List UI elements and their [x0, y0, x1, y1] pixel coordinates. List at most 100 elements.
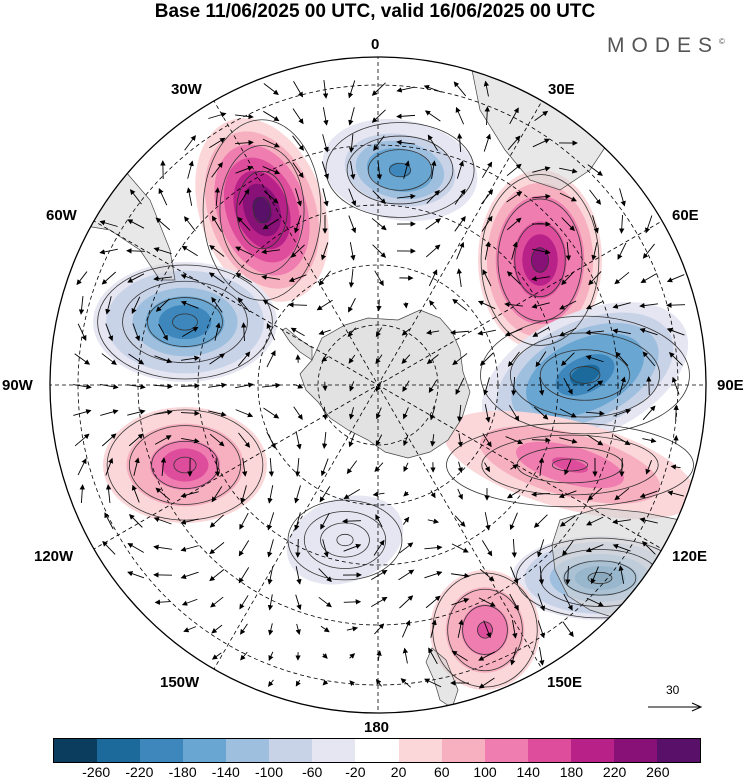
wind-arrow [506, 271, 521, 285]
wind-arrow [290, 244, 305, 258]
wind-arrow [454, 515, 466, 527]
colorbar-ticks: -260 -220 -180 -140 -100 -60 -20 20 60 100 140 180 2… [0, 764, 750, 783]
wind-arrow [77, 323, 87, 341]
wind-arrow [535, 351, 547, 368]
wind-arrow [538, 566, 545, 585]
wind-arrow [349, 680, 356, 687]
wind-arrow [591, 242, 598, 261]
wind-arrow [642, 351, 656, 367]
wind-arrow [532, 166, 551, 173]
wind-arrow [590, 566, 599, 585]
wind-arrow [267, 679, 274, 687]
wind-arrow [612, 328, 631, 335]
wind-arrow [288, 274, 307, 283]
wind-arrow [180, 383, 200, 389]
wind-arrow [424, 571, 443, 579]
wind-arrow [452, 298, 468, 311]
wind-arrow [290, 327, 305, 337]
wind-arrow [477, 300, 496, 310]
wind-arrow [268, 651, 274, 662]
wind-arrow [402, 619, 411, 638]
wind-arrow [374, 462, 384, 472]
wind-arrow [349, 242, 356, 261]
map-outline [49, 56, 707, 714]
wind-arrow [565, 565, 571, 585]
wind-arrow [587, 487, 603, 501]
wind-arrow [399, 542, 414, 554]
wind-arrow [511, 376, 517, 396]
wind-arrow [376, 161, 383, 180]
wind-arrow [532, 193, 551, 200]
wind-arrow [349, 407, 355, 420]
colorbar-swatch [398, 739, 442, 762]
wind-arrow [294, 512, 301, 531]
wind-arrow [318, 329, 331, 336]
wind-arrow [126, 248, 146, 254]
wind-arrow [261, 248, 280, 255]
wind-arrow [235, 273, 253, 283]
wind-arrow [642, 405, 656, 421]
wind-arrow [295, 623, 301, 635]
wind-arrow [585, 329, 604, 336]
wind-arrow [402, 380, 410, 393]
wind-arrow [479, 352, 494, 366]
wind-arrow [619, 188, 626, 207]
wind-arrow [506, 217, 522, 231]
wind-arrow [180, 491, 199, 498]
wind-arrow [209, 433, 225, 447]
wind-arrow [375, 678, 382, 687]
label-lon-180: 180 [364, 719, 390, 736]
contour-line [173, 456, 197, 474]
wind-arrow [261, 274, 280, 280]
contour-line [172, 313, 198, 331]
wind-arrow [618, 565, 625, 584]
wind-arrow [293, 406, 303, 420]
contour-line [367, 149, 433, 191]
wind-arrow [155, 298, 170, 312]
contour-line [122, 280, 248, 364]
meridian-line [212, 99, 544, 671]
wind-arrow [537, 593, 546, 612]
wind-arrow [235, 165, 254, 174]
wind-arrow [565, 241, 572, 261]
wind-arrow [105, 484, 112, 503]
contour-line [253, 196, 271, 224]
wind-arrow [209, 569, 225, 582]
wind-arrow [642, 437, 657, 444]
wind-arrow [425, 595, 441, 609]
wind-arrow [403, 462, 409, 472]
wind-arrow [478, 677, 495, 689]
wind-arrow [587, 164, 603, 176]
wind-arrow [101, 433, 117, 447]
wind-arrow [237, 216, 251, 231]
wind-arrow [240, 623, 248, 635]
wind-arrow [484, 512, 491, 531]
contour-line [563, 560, 637, 596]
anomaly-band [570, 364, 600, 386]
wind-arrow [375, 407, 382, 420]
contour-line [128, 425, 242, 505]
label-lon-30e: 30E [548, 81, 575, 98]
wind-arrow [427, 134, 439, 151]
wind-arrow [322, 679, 329, 686]
wind-arrow [76, 271, 88, 286]
wind-arrow [322, 80, 329, 99]
contour-line [480, 174, 600, 346]
contour-line [287, 499, 403, 581]
wind-arrow [375, 327, 383, 338]
wind-arrow [482, 433, 492, 448]
colorbar-swatch [140, 739, 184, 762]
colorbar-swatch [441, 739, 485, 762]
wind-arrow [101, 271, 117, 285]
wind-arrow [153, 247, 172, 255]
wind-arrow [587, 434, 604, 446]
colorbar-swatch [656, 739, 700, 762]
wind-arrow [210, 596, 224, 608]
wind-arrow [349, 381, 355, 392]
wind-arrow [426, 354, 439, 365]
wind-arrow [295, 594, 302, 611]
wind-arrow [430, 434, 436, 447]
wind-arrow [322, 539, 329, 558]
wind-arrow [348, 354, 356, 364]
colorbar-swatch [312, 739, 356, 762]
